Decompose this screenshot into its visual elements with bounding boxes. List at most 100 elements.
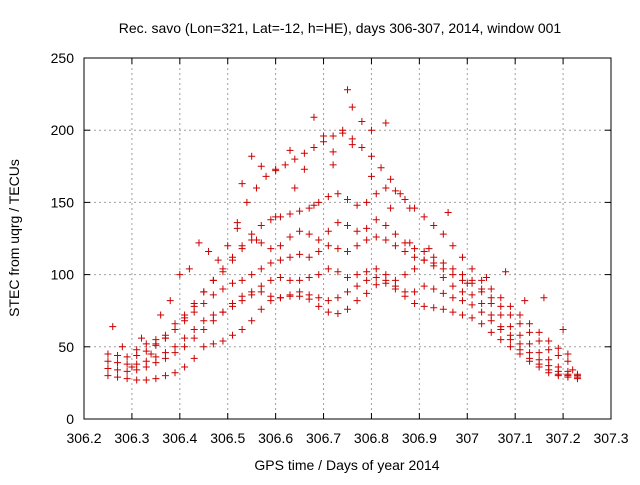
data-point	[257, 222, 265, 230]
data-point	[478, 276, 486, 284]
data-point	[497, 302, 505, 310]
data-point	[157, 311, 165, 319]
data-point	[133, 360, 141, 368]
data-point	[276, 256, 284, 264]
data-point	[545, 356, 553, 364]
data-point	[252, 236, 260, 244]
data-point	[181, 334, 189, 342]
data-point	[487, 294, 495, 302]
data-point	[411, 288, 419, 296]
data-point	[238, 297, 246, 305]
data-point	[286, 291, 294, 299]
data-point	[109, 323, 117, 331]
data-point	[526, 340, 534, 348]
data-point	[334, 245, 342, 253]
data-point	[181, 363, 189, 371]
data-point	[478, 308, 486, 316]
data-point	[324, 265, 332, 273]
data-point	[224, 242, 232, 250]
data-point	[430, 285, 438, 293]
data-point	[430, 304, 438, 312]
y-axis-label: STEC from uqrg / TECUs	[6, 159, 22, 317]
data-point	[229, 253, 237, 261]
data-point	[521, 297, 529, 305]
y-tick-label: 250	[51, 50, 75, 66]
data-point	[478, 285, 486, 293]
data-point	[396, 190, 404, 198]
data-point	[114, 373, 122, 381]
data-point	[401, 271, 409, 279]
data-point	[391, 230, 399, 238]
data-point	[482, 273, 490, 281]
x-tick-label: 306.8	[354, 430, 389, 446]
data-point	[420, 282, 428, 290]
data-point	[305, 291, 313, 299]
data-point	[166, 297, 174, 305]
data-point	[267, 292, 275, 300]
data-point	[334, 310, 342, 318]
data-point	[382, 271, 390, 279]
data-point	[200, 288, 208, 296]
data-point	[458, 253, 466, 261]
data-point	[401, 288, 409, 296]
data-point	[181, 314, 189, 322]
data-point	[559, 325, 567, 333]
data-point	[344, 196, 351, 204]
data-point	[535, 349, 543, 357]
data-point	[305, 253, 313, 261]
data-point	[569, 366, 577, 374]
x-tick-label: 306.7	[306, 430, 341, 446]
data-point	[458, 288, 466, 296]
data-point	[406, 204, 414, 212]
data-point	[363, 276, 371, 284]
data-point	[344, 222, 351, 230]
x-tick-label: 306.9	[402, 430, 437, 446]
data-point	[358, 144, 366, 152]
data-point	[401, 196, 409, 204]
data-point	[300, 165, 308, 173]
data-point	[296, 250, 304, 258]
data-point	[257, 305, 265, 313]
data-point	[142, 347, 150, 355]
data-point	[267, 245, 275, 253]
data-point	[463, 279, 471, 287]
data-point	[305, 273, 313, 281]
data-point	[439, 259, 447, 267]
data-point	[334, 268, 342, 276]
data-point	[506, 331, 514, 339]
data-point	[411, 245, 419, 253]
data-point	[248, 317, 256, 325]
data-point	[372, 233, 380, 241]
data-point	[200, 325, 208, 333]
data-point	[171, 343, 179, 351]
data-point	[185, 265, 193, 273]
data-point	[209, 340, 217, 348]
data-point	[291, 155, 299, 163]
data-point	[506, 323, 514, 331]
data-point	[229, 302, 237, 310]
data-point	[334, 294, 342, 302]
data-point	[190, 325, 198, 333]
series-arc-7	[224, 129, 414, 250]
data-point	[324, 308, 332, 316]
data-point	[200, 343, 208, 351]
data-point	[267, 259, 275, 267]
data-point	[526, 328, 534, 336]
data-point	[430, 253, 438, 261]
data-point	[310, 201, 318, 209]
series-arc-2	[104, 273, 581, 381]
data-point	[152, 353, 160, 361]
data-point	[200, 299, 208, 307]
data-point	[252, 184, 260, 192]
data-point	[324, 227, 332, 235]
data-point	[161, 334, 169, 342]
x-tick-label: 307.1	[498, 430, 533, 446]
data-point	[372, 281, 380, 289]
data-point	[200, 317, 208, 325]
data-point	[420, 302, 428, 310]
data-point	[257, 239, 265, 247]
x-tick-label: 306.3	[114, 430, 149, 446]
data-point	[248, 291, 256, 299]
data-point	[367, 172, 375, 180]
data-point	[430, 222, 438, 230]
